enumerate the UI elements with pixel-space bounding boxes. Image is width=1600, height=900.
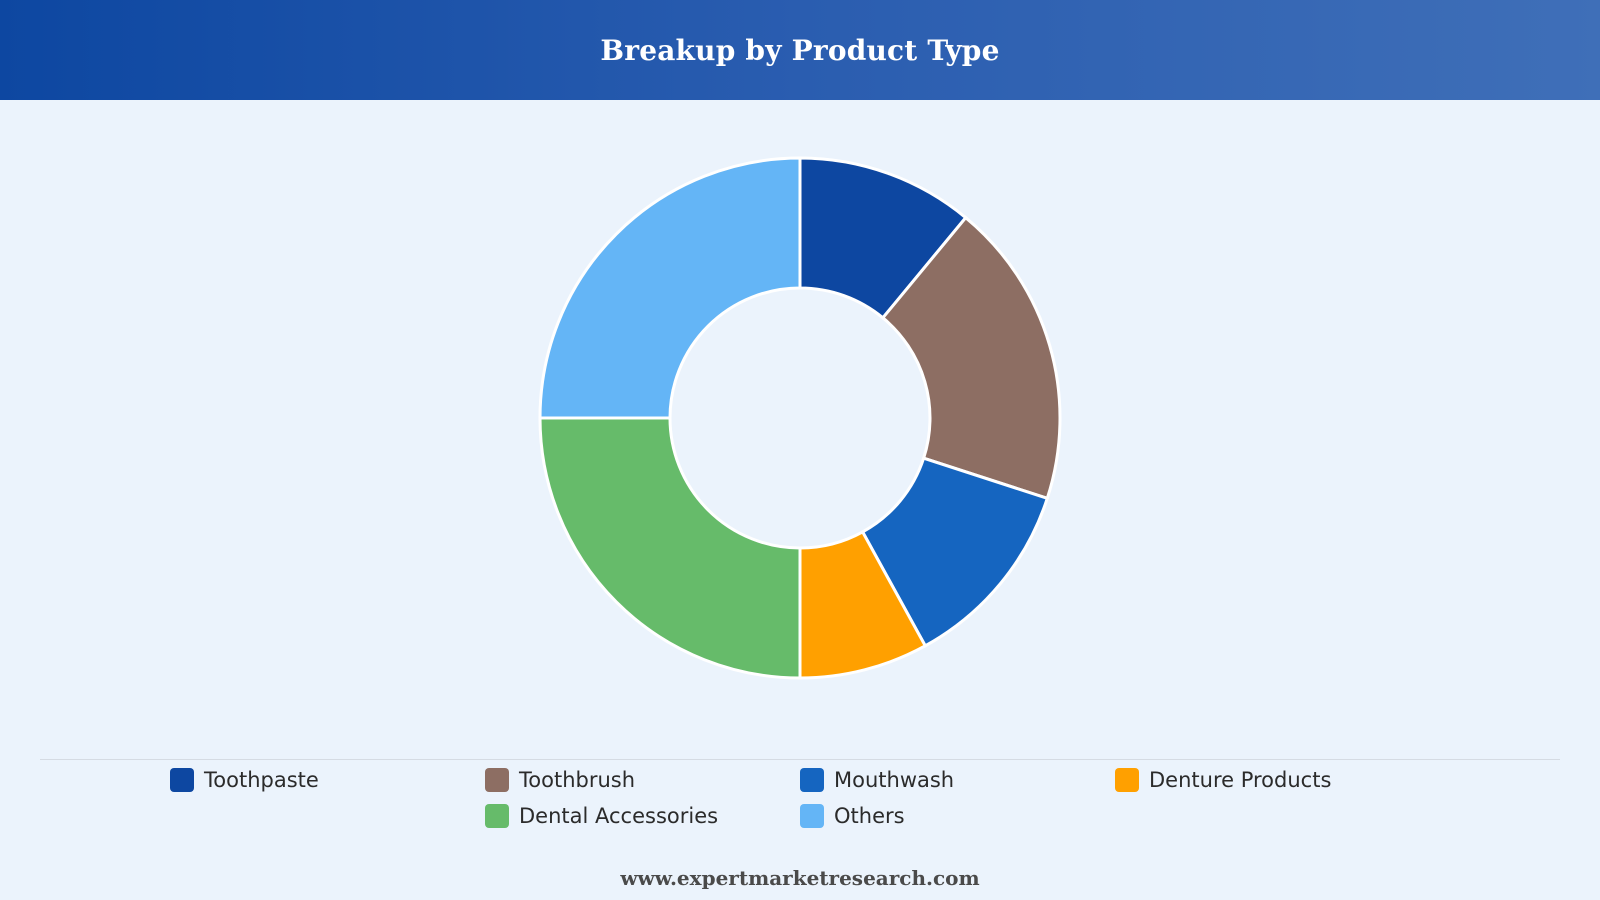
chart-area: [0, 100, 1600, 760]
legend-label: Others: [834, 804, 905, 828]
donut-slice-dental-accessories[interactable]: [538, 416, 802, 680]
donut-chart: [538, 156, 1062, 680]
legend-swatch: [485, 768, 509, 792]
legend-swatch: [170, 768, 194, 792]
legend-item-toothbrush[interactable]: Toothbrush: [485, 762, 635, 798]
legend-label: Mouthwash: [834, 768, 955, 792]
legend-item-denture-products[interactable]: Denture Products: [1115, 762, 1331, 798]
legend-item-mouthwash[interactable]: Mouthwash: [800, 762, 954, 798]
legend-swatch: [800, 768, 824, 792]
chart-header: Breakup by Product Type: [0, 0, 1600, 100]
legend-label: Denture Products: [1149, 768, 1332, 792]
legend-swatch: [800, 804, 824, 828]
donut-slice-toothbrush[interactable]: [880, 215, 1062, 501]
legend-label: Toothbrush: [519, 768, 636, 792]
legend-label: Toothpaste: [204, 768, 319, 792]
legend-item-dental-accessories[interactable]: Dental Accessories: [485, 798, 718, 834]
legend-swatch: [1115, 768, 1139, 792]
legend-swatch: [485, 804, 509, 828]
legend-label: Dental Accessories: [519, 804, 719, 828]
chart-title: Breakup by Product Type: [600, 33, 1000, 67]
legend-item-others[interactable]: Others: [800, 798, 905, 834]
legend-item-toothpaste[interactable]: Toothpaste: [170, 762, 319, 798]
donut-slice-others[interactable]: [538, 156, 802, 420]
legend-divider: [40, 759, 1560, 760]
source-footer: www.expertmarketresearch.com: [620, 866, 980, 890]
